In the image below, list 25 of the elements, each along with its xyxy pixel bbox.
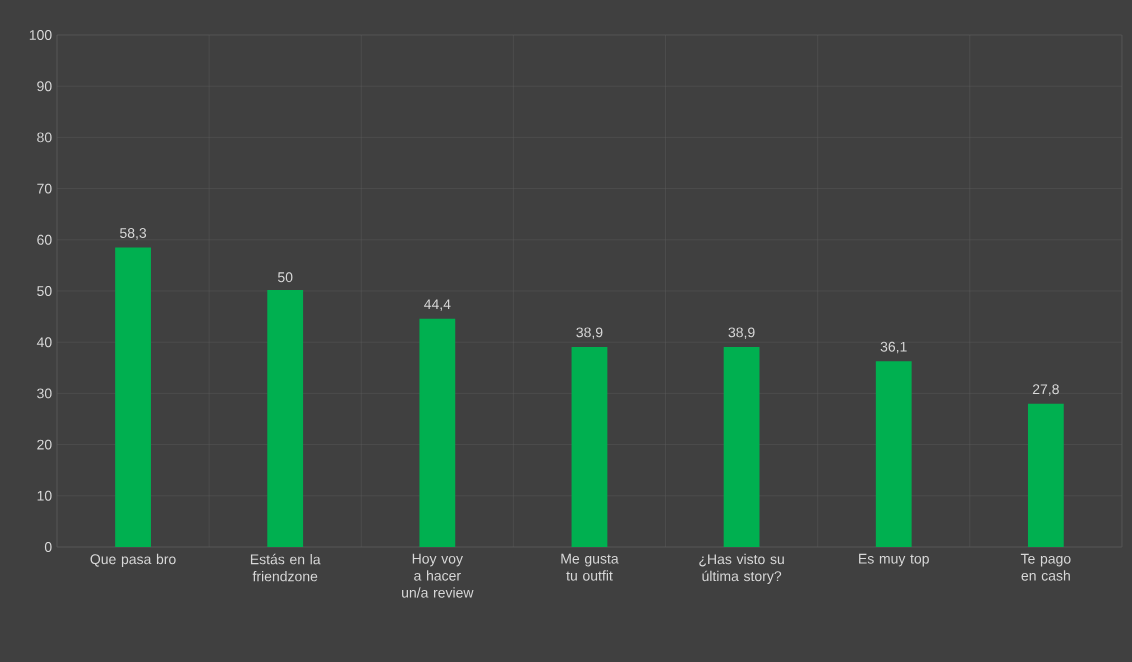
y-tick-label: 40 [36,337,52,348]
x-tick-label: Hoy voy a hacer un/a review [402,553,474,598]
x-tick-label: Que pasa bro [90,553,176,567]
x-tick-label: Te pago en cash [1020,553,1071,581]
x-tick-label: Es muy top [859,553,929,567]
y-tick-label: 90 [37,81,52,92]
data-label: 44,4 [424,299,451,311]
data-label: 38,9 [728,327,755,339]
x-tick-label: ¿Has visto su última story? [699,553,784,584]
x-tick-label: Estás en la friendzone [250,553,321,582]
data-label: 36,1 [880,341,907,354]
y-tick-label: 30 [37,388,52,399]
data-label: 27,8 [1032,384,1059,396]
y-tick-label: 50 [37,286,52,296]
data-label: 38,9 [576,327,603,339]
y-tick-label: 20 [37,439,52,450]
y-tick-label: 70 [37,183,52,194]
data-label: 58,3 [120,228,147,240]
y-tick-label: 100 [29,30,52,40]
y-tick-label: 80 [37,132,52,143]
y-tick-label: 60 [37,234,52,245]
y-tick-label: 10 [37,490,52,501]
data-label: 50 [277,272,293,283]
x-tick-label: Me gusta tu outfit [561,553,619,581]
y-tick-label: 0 [44,542,52,552]
